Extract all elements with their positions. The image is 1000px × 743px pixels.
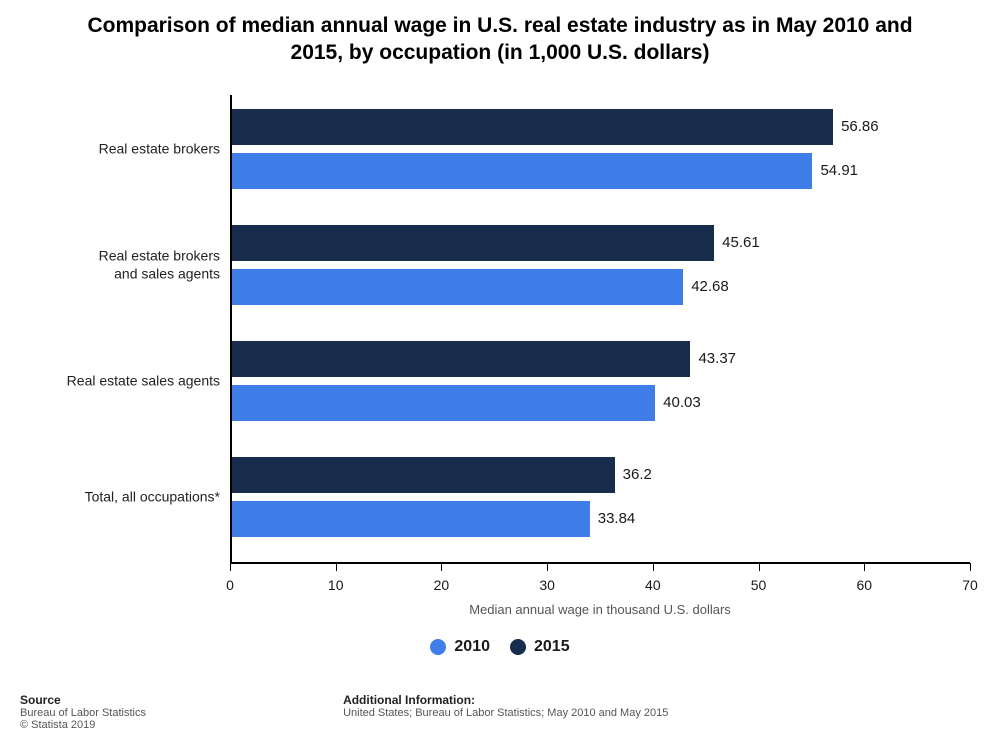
bar-2010: 54.91 xyxy=(232,153,812,189)
bar-2010: 33.84 xyxy=(232,501,590,537)
x-tick xyxy=(864,563,865,571)
x-tick-label: 30 xyxy=(539,577,555,593)
legend-item: 2010 xyxy=(430,638,490,656)
legend: 2010 2015 xyxy=(0,638,1000,660)
bar-value-label: 43.37 xyxy=(690,341,736,377)
x-tick-label: 10 xyxy=(328,577,344,593)
bar-2010: 42.68 xyxy=(232,269,683,305)
bar-2015: 56.86 xyxy=(232,109,833,145)
x-tick xyxy=(759,563,760,571)
x-axis-line xyxy=(230,562,970,564)
chart-title: Comparison of median annual wage in U.S.… xyxy=(0,0,1000,67)
x-tick xyxy=(441,563,442,571)
bar-2015: 36.2 xyxy=(232,457,615,493)
x-tick xyxy=(336,563,337,571)
bar-value-label: 45.61 xyxy=(714,225,760,261)
x-tick-label: 40 xyxy=(645,577,661,593)
x-tick-label: 60 xyxy=(856,577,872,593)
category-label: Total, all occupations* xyxy=(0,488,230,506)
bar-value-label: 36.2 xyxy=(615,457,652,493)
legend-label: 2010 xyxy=(454,638,490,656)
bar-value-label: 42.68 xyxy=(683,269,729,305)
source-line: Bureau of Labor Statistics xyxy=(20,707,340,719)
legend-label: 2015 xyxy=(534,638,570,656)
bar-2010: 40.03 xyxy=(232,385,655,421)
x-tick xyxy=(230,563,231,571)
legend-swatch xyxy=(510,639,526,655)
bar-2015: 43.37 xyxy=(232,341,690,377)
legend-swatch xyxy=(430,639,446,655)
bar-value-label: 54.91 xyxy=(812,153,858,189)
x-tick-label: 50 xyxy=(751,577,767,593)
chart-plot-area: Median annual wage in thousand U.S. doll… xyxy=(230,95,970,563)
footer: Source Bureau of Labor Statistics © Stat… xyxy=(20,693,980,731)
category-label: Real estate sales agents xyxy=(0,372,230,390)
category-label: Real estate brokersand sales agents xyxy=(0,248,230,283)
x-axis-title: Median annual wage in thousand U.S. doll… xyxy=(230,602,970,617)
x-tick xyxy=(547,563,548,571)
legend-item: 2015 xyxy=(510,638,570,656)
info-line: United States; Bureau of Labor Statistic… xyxy=(343,707,668,719)
info-heading: Additional Information: xyxy=(343,693,668,707)
copyright-line: © Statista 2019 xyxy=(20,719,340,731)
x-tick-label: 20 xyxy=(434,577,450,593)
x-tick-label: 0 xyxy=(226,577,234,593)
bar-value-label: 33.84 xyxy=(590,501,636,537)
category-label: Real estate brokers xyxy=(0,140,230,158)
figure-container: Comparison of median annual wage in U.S.… xyxy=(0,0,1000,743)
x-tick xyxy=(653,563,654,571)
bar-value-label: 40.03 xyxy=(655,385,701,421)
x-tick xyxy=(970,563,971,571)
bar-2015: 45.61 xyxy=(232,225,714,261)
source-heading: Source xyxy=(20,693,340,707)
bar-value-label: 56.86 xyxy=(833,109,879,145)
x-tick-label: 70 xyxy=(962,577,978,593)
